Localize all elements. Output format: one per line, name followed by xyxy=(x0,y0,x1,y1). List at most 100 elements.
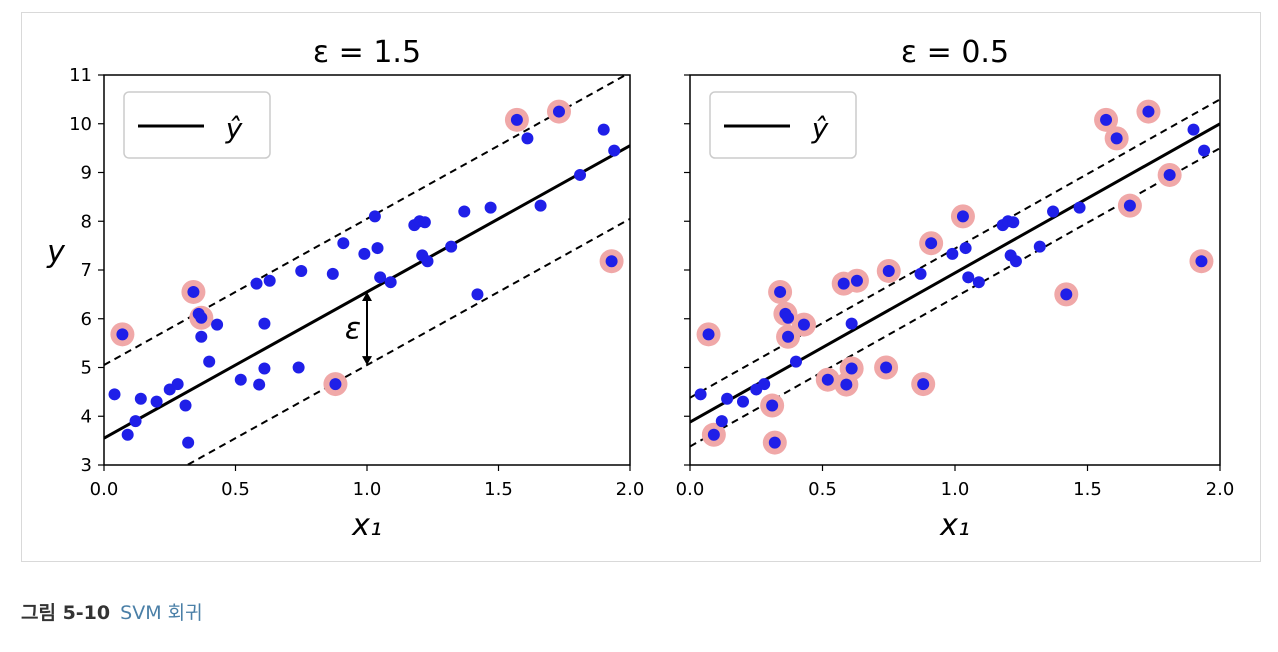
data-point xyxy=(368,210,381,223)
data-point xyxy=(150,395,163,408)
data-point xyxy=(1110,132,1123,145)
x-axis-label: x₁ xyxy=(351,508,382,543)
y-axis-ticks xyxy=(684,74,690,466)
data-point xyxy=(1142,105,1155,118)
data-point xyxy=(845,362,858,375)
data-point xyxy=(758,378,771,391)
data-point xyxy=(108,388,121,401)
epsilon-arrowhead-up xyxy=(362,291,372,301)
data-point xyxy=(1047,205,1060,218)
x-axis-ticks: 0.0 0.5 1.0 1.5 2.0 xyxy=(676,465,1235,500)
x-axis-label: x₁ xyxy=(939,508,970,543)
caption-link[interactable]: SVM 회귀 xyxy=(120,602,203,624)
data-point xyxy=(182,436,195,449)
data-point xyxy=(258,362,271,375)
y-tick-label: 10 xyxy=(69,114,92,135)
y-tick-label: 5 xyxy=(81,358,92,379)
data-point xyxy=(203,355,216,368)
x-tick-label: 1.5 xyxy=(484,479,513,500)
data-point xyxy=(521,132,534,145)
data-point xyxy=(445,240,458,253)
data-point xyxy=(946,247,959,260)
data-point xyxy=(1123,199,1136,212)
data-point xyxy=(171,378,184,391)
data-point xyxy=(882,264,895,277)
x-tick-label: 0.5 xyxy=(221,479,250,500)
data-point xyxy=(337,237,350,250)
data-point xyxy=(329,378,342,391)
data-point xyxy=(914,267,927,280)
y-tick-label: 9 xyxy=(81,163,92,184)
data-point xyxy=(371,242,384,255)
legend-label: ŷ xyxy=(811,112,829,145)
data-point xyxy=(737,395,749,408)
y-axis-ticks: 3 4 5 6 7 8 9 10 11 xyxy=(69,65,104,476)
data-point xyxy=(597,123,610,136)
legend-label: ŷ xyxy=(225,112,243,145)
data-point xyxy=(458,205,471,218)
data-point xyxy=(1007,216,1020,229)
data-point xyxy=(1195,255,1208,268)
data-point xyxy=(1198,144,1211,157)
data-point xyxy=(484,201,497,214)
x-axis-ticks: 0.0 0.5 1.0 1.5 2.0 xyxy=(90,465,644,500)
x-tick-label: 2.0 xyxy=(1206,479,1235,500)
prediction-line xyxy=(690,122,1220,424)
data-point xyxy=(774,285,787,298)
data-point xyxy=(790,355,802,368)
y-tick-label: 8 xyxy=(81,211,92,232)
y-axis-label: y xyxy=(46,235,66,270)
data-point xyxy=(782,311,795,324)
data-point xyxy=(421,255,434,268)
data-point xyxy=(715,415,728,428)
data-point xyxy=(326,267,339,280)
data-point xyxy=(179,399,192,412)
data-point xyxy=(374,271,387,284)
x-tick-label: 1.0 xyxy=(941,479,970,500)
y-tick-label: 7 xyxy=(81,260,92,281)
data-point xyxy=(1187,123,1200,136)
data-point xyxy=(768,436,781,449)
data-point xyxy=(766,399,779,412)
data-point xyxy=(234,373,247,386)
data-point xyxy=(358,247,371,260)
data-point xyxy=(972,276,985,289)
chart-panel-2: ε = 0.5 0.0 0.5 1.0 1.5 2.0 x₁ ŷ xyxy=(676,35,1235,543)
epsilon-arrowhead-down xyxy=(362,356,372,366)
caption-label: 그림 5-10 xyxy=(21,602,111,624)
data-point xyxy=(840,378,853,391)
data-point xyxy=(250,277,263,290)
figure-caption: 그림 5-10 SVM 회귀 xyxy=(21,598,203,625)
x-tick-label: 0.0 xyxy=(676,479,705,500)
data-point xyxy=(1060,288,1073,301)
data-point xyxy=(721,392,734,405)
data-point xyxy=(702,328,715,341)
data-point xyxy=(1100,113,1113,126)
data-point xyxy=(880,361,893,374)
data-point xyxy=(959,242,972,255)
legend: ŷ xyxy=(709,91,857,159)
x-tick-label: 0.0 xyxy=(90,479,119,500)
data-point xyxy=(608,144,621,157)
data-point xyxy=(384,276,397,289)
y-tick-label: 6 xyxy=(81,309,92,330)
data-point xyxy=(211,318,224,331)
data-point xyxy=(195,311,208,324)
data-point xyxy=(845,317,858,330)
x-tick-label: 1.5 xyxy=(1073,479,1102,500)
data-points xyxy=(108,105,621,449)
data-point xyxy=(925,237,938,250)
chart-title: ε = 1.5 xyxy=(313,35,421,70)
data-point xyxy=(121,428,134,441)
data-point xyxy=(295,264,308,277)
data-point xyxy=(694,388,707,401)
data-point xyxy=(471,288,484,301)
data-point xyxy=(850,274,863,287)
data-point xyxy=(134,392,147,405)
data-point xyxy=(707,428,720,441)
data-point xyxy=(821,373,834,386)
data-point xyxy=(187,285,200,298)
data-point xyxy=(574,168,587,181)
data-point xyxy=(116,328,129,341)
data-point xyxy=(552,105,565,118)
